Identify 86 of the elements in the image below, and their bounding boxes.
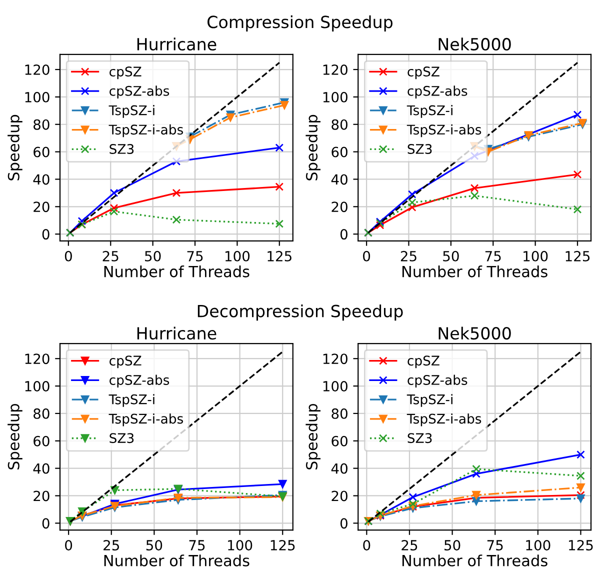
y-tick-label: 20: [34, 490, 50, 502]
y-tick-label: 120: [25, 354, 50, 364]
x-tick-label: 25: [400, 250, 416, 262]
y-tick-label: 0: [42, 229, 50, 240]
legend-label: cpSZ: [110, 66, 142, 80]
y-tick-label: 120: [25, 64, 50, 75]
y-tick-label: 40: [33, 174, 50, 185]
legend-label: TspSZ-i: [108, 105, 154, 118]
y-tick-label: 60: [332, 436, 348, 446]
text: Compression Speedup: [208, 15, 392, 32]
x-tick-label: 100: [228, 540, 252, 550]
y-tick-label: 120: [323, 354, 348, 364]
chart-title: Nek5000: [438, 38, 511, 51]
y-tick-label: 100: [323, 381, 348, 392]
x-axis-title: Number of Threads: [402, 554, 548, 566]
legend-label: SZ3: [110, 144, 134, 154]
legend-label: SZ3: [408, 144, 432, 154]
x-tick-label: 25: [104, 540, 119, 550]
x-tick-label: 50: [146, 540, 162, 550]
legend-label: cpSZ: [110, 356, 142, 368]
x-tick-label: 100: [524, 250, 548, 262]
x-tick-label: 125: [270, 540, 295, 550]
chart-title: Hurricane: [137, 326, 216, 340]
y-tick-label: 80: [332, 119, 348, 130]
x-tick-label: 100: [225, 250, 250, 262]
legend-label: TspSZ-i: [406, 105, 452, 118]
x-tick-label: 75: [187, 251, 203, 262]
y-tick-label: 100: [25, 92, 50, 102]
legend-label: TspSZ-i-abs: [406, 124, 482, 138]
chart-title: Hurricane: [137, 38, 216, 51]
y-tick-label: 0: [340, 518, 348, 529]
legend-label: cpSZ-abs: [408, 86, 468, 98]
x-tick-label: 125: [568, 540, 593, 550]
y-tick-label: 120: [323, 64, 348, 75]
x-tick-label: 100: [526, 540, 550, 550]
x-tick-label: 75: [189, 540, 205, 550]
legend-label: SZ3: [110, 433, 134, 444]
x-axis-title: Number of Threads: [402, 265, 548, 278]
legend-label: cpSZ: [408, 356, 440, 368]
legend-label: cpSZ-abs: [110, 86, 170, 98]
y-tick-label: 40: [33, 463, 50, 474]
legend-label: TspSZ-i-abs: [108, 413, 184, 426]
y-tick-label: 40: [331, 174, 348, 185]
x-tick-label: 0: [65, 540, 72, 550]
y-tick-label: 80: [34, 408, 50, 419]
y-tick-label: 40: [331, 463, 348, 474]
x-tick-label: 0: [363, 250, 370, 262]
y-axis-title: Speedup: [8, 114, 22, 180]
y-axis-title: Speedup: [306, 404, 320, 470]
x-tick-label: 25: [102, 250, 118, 262]
x-tick-label: 125: [566, 250, 590, 262]
y-tick-label: 20: [34, 202, 50, 212]
legend-label: SZ3: [408, 433, 432, 444]
x-axis-title: Number of Threads: [104, 554, 250, 566]
x-tick-label: 25: [402, 540, 418, 550]
text: Decompression Speedup: [198, 304, 403, 321]
legend-label: cpSZ: [408, 66, 440, 80]
x-tick-label: 50: [443, 250, 459, 262]
y-tick-label: 100: [25, 381, 50, 392]
x-tick-label: 50: [145, 250, 161, 262]
x-tick-label: 75: [485, 251, 501, 262]
x-tick-label: 0: [363, 540, 370, 550]
x-tick-label: 50: [444, 540, 460, 550]
y-axis-title: Speedup: [306, 114, 320, 180]
legend-label: cpSZ-abs: [408, 374, 468, 388]
y-tick-label: 0: [42, 518, 50, 529]
y-tick-label: 60: [332, 146, 348, 158]
x-tick-label: 125: [268, 250, 292, 262]
y-tick-label: 20: [332, 490, 348, 502]
y-tick-label: 60: [34, 436, 50, 446]
y-tick-label: 80: [332, 408, 348, 419]
y-tick-label: 60: [34, 146, 50, 158]
y-tick-label: 20: [332, 202, 348, 212]
x-axis-title: Number of Threads: [104, 265, 250, 278]
y-axis-title: Speedup: [8, 404, 22, 470]
x-tick-label: 0: [64, 250, 72, 262]
legend-label: TspSZ-i-abs: [108, 124, 184, 138]
y-tick-label: 0: [340, 229, 348, 240]
legend-label: TspSZ-i-abs: [406, 413, 482, 426]
x-tick-label: 75: [487, 540, 503, 550]
y-tick-label: 80: [34, 119, 50, 130]
legend-label: cpSZ-abs: [110, 374, 170, 388]
legend-label: TspSZ-i: [108, 394, 154, 407]
y-tick-label: 100: [323, 92, 348, 102]
chart-title: Nek5000: [438, 326, 511, 340]
legend-label: TspSZ-i: [406, 394, 452, 407]
